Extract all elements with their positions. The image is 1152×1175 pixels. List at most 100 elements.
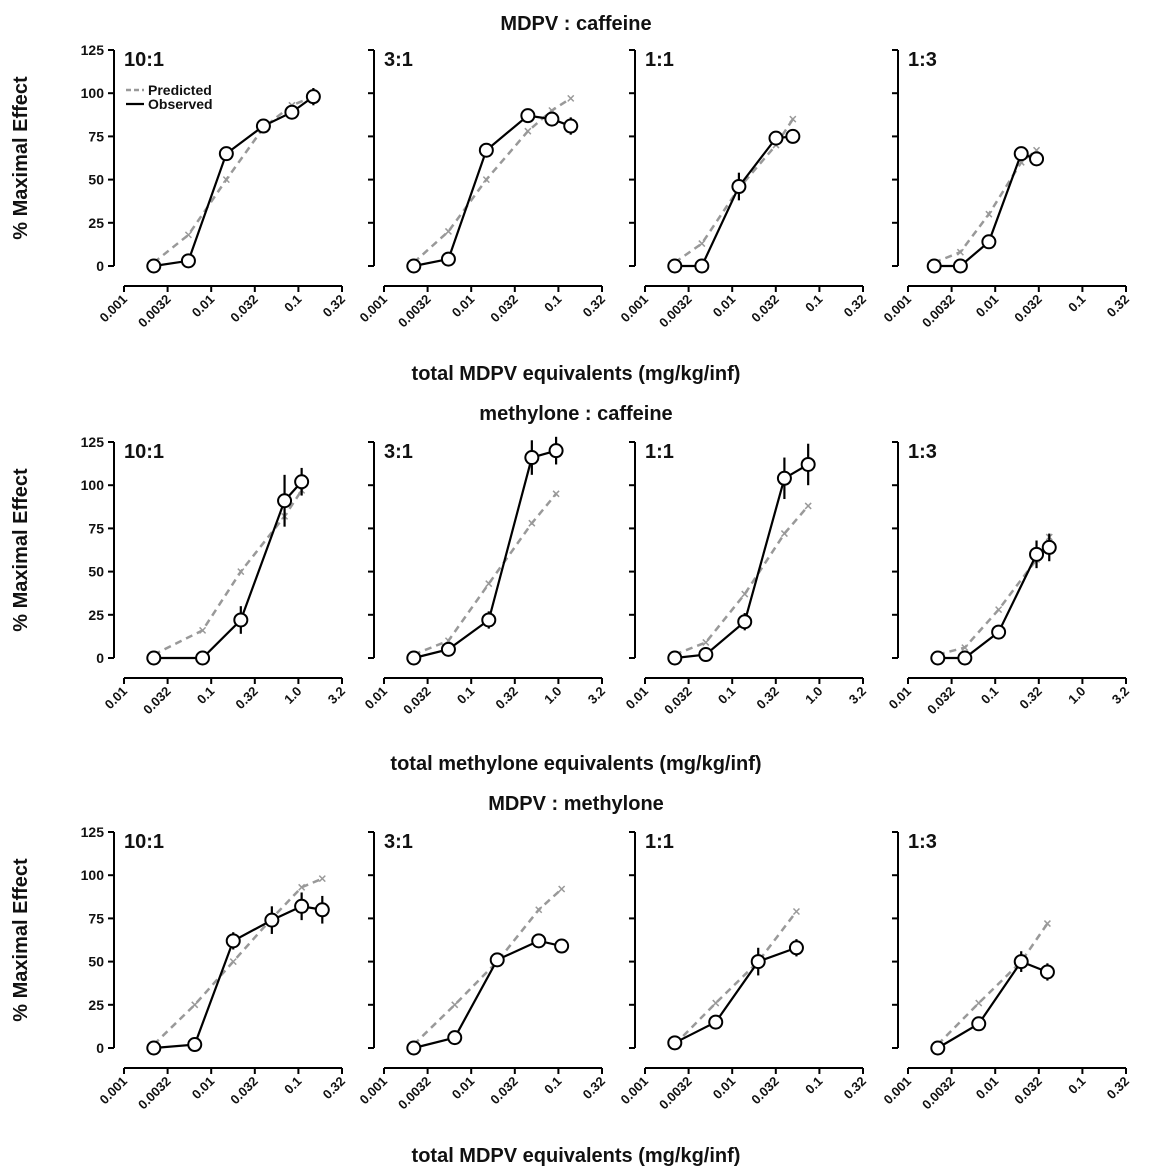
predicted-line [673,910,798,1046]
x-tick-label: 0.01 [973,1074,1002,1103]
x-tick-label: 0.001 [357,1074,391,1108]
x-tick-label: 0.32 [1104,1074,1133,1103]
legend-observed-label: Observed [148,96,213,112]
panel-1-1: 0.001 0.0032 0.01 0.032 0.1 0.32 1:1 [618,49,870,331]
observed-point [218,146,234,162]
observed-point [406,258,422,274]
chart-row-3: MDPV : methylone total MDPV equivalents (… [10,793,1132,1167]
chart-row-2: methylone : caffeine total methylone equi… [10,403,1132,775]
predicted-point [804,502,812,510]
x-tick-label: 0.01 [449,1074,478,1103]
x-tick-label: 0.1 [541,292,564,315]
observed-line [153,481,303,660]
observed-point [563,118,579,134]
x-tick-label: 0.01 [710,292,739,321]
predicted-point [995,606,1003,614]
x-tick-label: 3.2 [846,684,869,707]
predicted-line [412,97,572,264]
panel-ratio-label: 1:1 [645,831,674,853]
predicted-point [1043,920,1051,928]
x-tick-label: 0.1 [281,1074,304,1097]
x-tick-label: 0.32 [320,292,349,321]
observed-point [233,612,249,628]
observed-point [1013,146,1029,162]
predicted-point [975,999,983,1007]
predicted-line [413,493,558,656]
x-tick-label: 0.01 [102,684,131,713]
observed-point [225,933,241,949]
observed-point [1029,151,1045,167]
x-tick-label: 0.032 [400,684,434,718]
y-tick-label: 0 [96,650,104,666]
predicted-line [936,922,1049,1046]
observed-point [698,647,714,663]
predicted-point [535,906,543,914]
observed-point [737,614,753,630]
predicted-point [199,626,207,634]
y-axis-label: % Maximal Effect [10,76,32,240]
x-tick-label: 0.0032 [919,1074,958,1113]
x-tick-label: 0.32 [1016,684,1045,713]
observed-point [406,1040,422,1056]
x-tick-label: 0.01 [710,1074,739,1103]
y-tick-label: 50 [88,954,104,970]
observed-point [991,624,1007,640]
panel-ratio-label: 10:1 [124,49,164,71]
observed-point [294,474,310,490]
observed-point [548,443,564,459]
x-tick-label: 0.32 [232,684,261,713]
x-tick-label: 0.001 [881,292,915,326]
predicted-point [528,519,536,527]
x-tick-label: 3.2 [1109,684,1132,707]
observed-point [1013,954,1029,970]
predicted-point [712,999,720,1007]
observed-point [447,1030,463,1046]
y-axis-label: % Maximal Effect [10,468,32,632]
panel-1-3: 0.001 0.0032 0.01 0.032 0.1 0.32 1:3 [881,49,1132,330]
x-tick-label: 0.1 [454,684,477,707]
predicted-point [780,530,788,538]
observed-point [776,470,792,486]
observed-point [180,253,196,269]
observed-point [520,108,536,124]
observed-point [478,142,494,158]
x-tick-label: 3.2 [325,684,348,707]
y-tick-label: 125 [81,824,105,840]
observed-line [413,449,557,660]
observed-line [153,95,315,268]
x-tick-label: 0.001 [618,292,652,326]
x-tick-label: 0.1 [978,684,1001,707]
observed-line [674,946,797,1044]
y-tick-label: 0 [96,258,104,274]
predicted-point [741,590,749,598]
y-tick-label: 75 [88,520,104,536]
panel-ratio-label: 1:1 [645,441,674,463]
observed-point [952,258,968,274]
observed-point [926,258,942,274]
observed-point [264,912,280,928]
x-tick-label: 0.32 [580,292,609,321]
y-tick-label: 125 [81,42,105,58]
x-tick-label: 0.1 [802,292,825,315]
x-tick-label: 0.1 [715,684,738,707]
x-tick-label: 0.01 [189,1074,218,1103]
observed-point [314,902,330,918]
predicted-point [451,1001,459,1009]
x-tick-label: 0.032 [924,684,958,718]
observed-point [667,650,683,666]
predicted-point [552,490,560,498]
x-tick-label: 0.0032 [656,292,695,331]
predicted-line [153,95,314,264]
x-tick-label: 0.32 [841,292,870,321]
observed-point [971,1016,987,1032]
x-tick-label: 0.032 [227,1074,261,1108]
panel-1-3: 0.001 0.0032 0.01 0.032 0.1 0.32 1:3 [881,831,1133,1113]
y-tick-label: 0 [96,1040,104,1056]
observed-point [800,456,816,472]
predicted-line [674,505,810,656]
observed-line [934,152,1037,268]
predicted-point [237,568,245,576]
predicted-point [558,885,566,893]
panel-ratio-label: 1:3 [908,441,937,463]
x-tick-label: 0.032 [227,292,261,326]
